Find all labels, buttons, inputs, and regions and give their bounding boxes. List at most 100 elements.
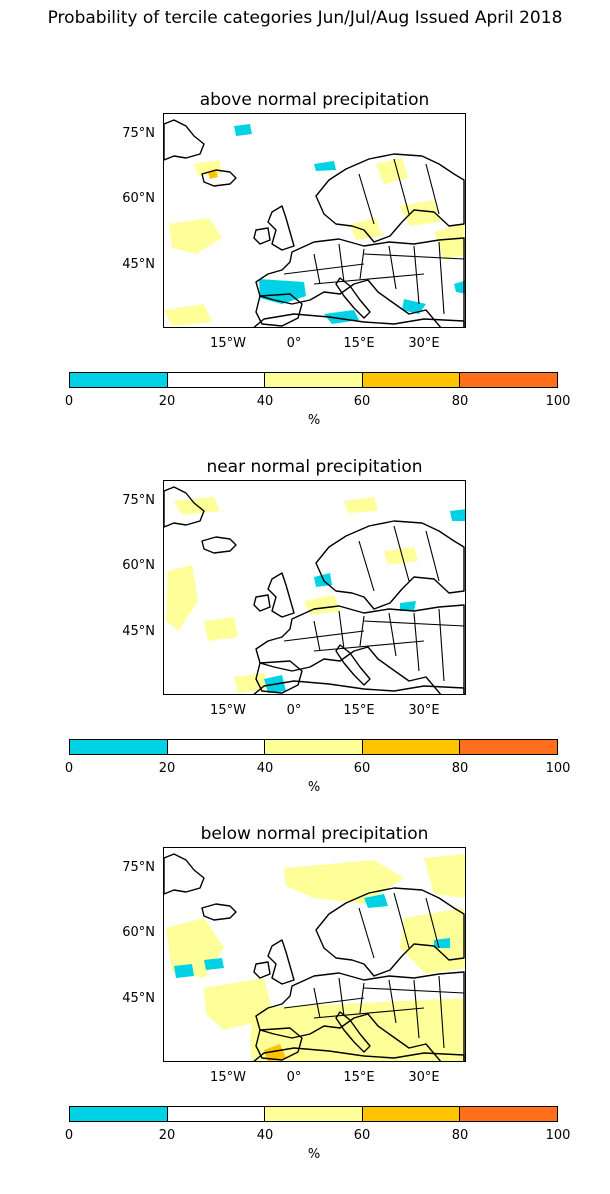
yellow-probability-patch <box>400 908 465 974</box>
country-border <box>438 608 445 682</box>
country-border <box>358 540 375 592</box>
colorbar-segment-40-60 <box>265 740 363 754</box>
country-border <box>363 253 465 260</box>
yellow-probability-patch <box>424 854 465 898</box>
country-border <box>283 997 365 1009</box>
orange-probability-patch <box>264 1044 286 1061</box>
panel-title: below normal precipitation <box>200 824 429 844</box>
coastline <box>267 939 295 985</box>
country-border <box>438 975 445 1049</box>
lon-label-0: 0° <box>286 336 302 351</box>
figure-title: Probability of tercile categories Jun/Ju… <box>47 8 563 28</box>
yellow-probability-patch <box>434 224 465 260</box>
country-border <box>313 987 321 1019</box>
coastline <box>164 486 205 528</box>
cyan-probability-patch <box>364 894 388 908</box>
colorbar-tick: 80 <box>451 761 469 776</box>
colorbar-unit: % <box>307 1147 321 1162</box>
lon-label-0: 0° <box>286 703 302 718</box>
colorbar-segment-20-40 <box>167 740 266 754</box>
lat-label-45n: 45°N <box>122 257 155 272</box>
colorbar-tick: 80 <box>451 1128 469 1143</box>
colorbar-tick: 20 <box>158 761 176 776</box>
country-border <box>388 245 397 290</box>
coastline <box>253 227 271 245</box>
coastline <box>255 237 465 327</box>
panel-title: near normal precipitation <box>206 457 423 477</box>
colorbar-tick: 40 <box>256 761 274 776</box>
coastline <box>315 887 465 977</box>
yellow-probability-patch <box>194 160 222 176</box>
lat-label-75n: 75°N <box>122 493 155 508</box>
coastline <box>201 169 237 187</box>
lon-label-30e: 30°E <box>408 703 440 718</box>
lon-label-30e: 30°E <box>408 1070 440 1085</box>
map-area <box>163 480 466 695</box>
yellow-probability-patch <box>284 860 404 904</box>
lon-label-15w: 15°W <box>210 336 246 351</box>
lon-label-15e: 15°E <box>343 703 375 718</box>
lat-label-45n: 45°N <box>122 991 155 1006</box>
colorbar-segment-20-40 <box>167 373 266 387</box>
yellow-probability-patch <box>204 617 238 641</box>
yellow-probability-patch <box>350 218 382 240</box>
coastline <box>315 520 465 610</box>
cyan-probability-patch <box>450 509 465 521</box>
colorbar-tick: 60 <box>353 394 371 409</box>
coastline <box>335 644 371 686</box>
colorbar-segment-80-100 <box>460 740 557 754</box>
yellow-probability-patch <box>234 673 268 693</box>
colorbar <box>69 372 558 388</box>
country-border <box>388 979 397 1024</box>
lon-label-15e: 15°E <box>343 1070 375 1085</box>
country-border <box>358 907 375 959</box>
country-border <box>363 620 465 627</box>
lon-label-30e: 30°E <box>408 336 440 351</box>
lat-label-45n: 45°N <box>122 624 155 639</box>
lat-label-60n: 60°N <box>122 925 155 940</box>
colorbar-tick: 60 <box>353 761 371 776</box>
country-border <box>313 1007 425 1019</box>
colorbar-segment-60-80 <box>362 1107 461 1121</box>
country-border <box>438 241 445 315</box>
yellow-probability-patch <box>169 218 222 254</box>
yellow-probability-patch <box>384 547 418 565</box>
map-area <box>163 847 466 1062</box>
cyan-probability-patch <box>174 964 194 978</box>
lat-label-75n: 75°N <box>122 860 155 875</box>
colorbar <box>69 1106 558 1122</box>
cyan-probability-patch <box>400 601 416 611</box>
coastline <box>267 572 295 618</box>
colorbar-tick: 20 <box>158 1128 176 1143</box>
country-border <box>338 243 345 283</box>
colorbar-segment-0-20 <box>70 740 168 754</box>
colorbar-segment-80-100 <box>460 373 557 387</box>
coastline <box>253 1047 465 1061</box>
panel-title: above normal precipitation <box>199 90 430 110</box>
panel-below-normal: below normal precipitation 75°N 60°N 45°… <box>0 824 610 1194</box>
lat-label-60n: 60°N <box>122 558 155 573</box>
coastline <box>253 680 465 694</box>
colorbar-segment-40-60 <box>265 1107 363 1121</box>
yellow-probability-patch <box>166 565 198 631</box>
colorbar-tick: 100 <box>545 394 571 409</box>
coastline <box>335 277 371 319</box>
country-border <box>313 640 425 652</box>
country-border <box>338 977 345 1017</box>
coastline <box>164 119 205 161</box>
coastline <box>201 536 237 554</box>
lon-label-15w: 15°W <box>210 703 246 718</box>
cyan-probability-patch <box>454 280 465 294</box>
colorbar-tick: 60 <box>353 1128 371 1143</box>
colorbar-tick: 40 <box>256 394 274 409</box>
colorbar-segment-40-60 <box>265 373 363 387</box>
lon-label-0: 0° <box>286 1070 302 1085</box>
colorbar-unit: % <box>307 780 321 795</box>
colorbar-tick: 40 <box>256 1128 274 1143</box>
coastline <box>315 153 465 243</box>
country-border <box>393 158 410 215</box>
coastline <box>255 660 303 694</box>
coastline <box>164 853 205 895</box>
colorbar-tick: 100 <box>545 761 571 776</box>
cyan-probability-patch <box>259 279 306 304</box>
